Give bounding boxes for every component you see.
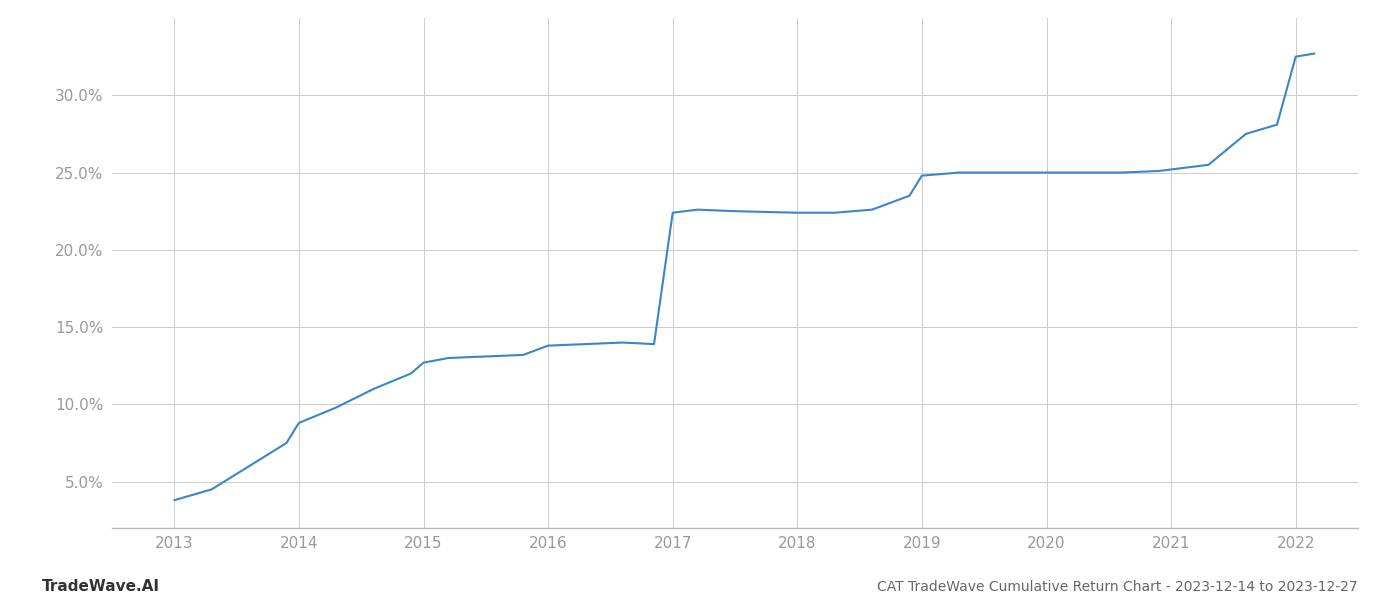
- Text: TradeWave.AI: TradeWave.AI: [42, 579, 160, 594]
- Text: CAT TradeWave Cumulative Return Chart - 2023-12-14 to 2023-12-27: CAT TradeWave Cumulative Return Chart - …: [878, 580, 1358, 594]
